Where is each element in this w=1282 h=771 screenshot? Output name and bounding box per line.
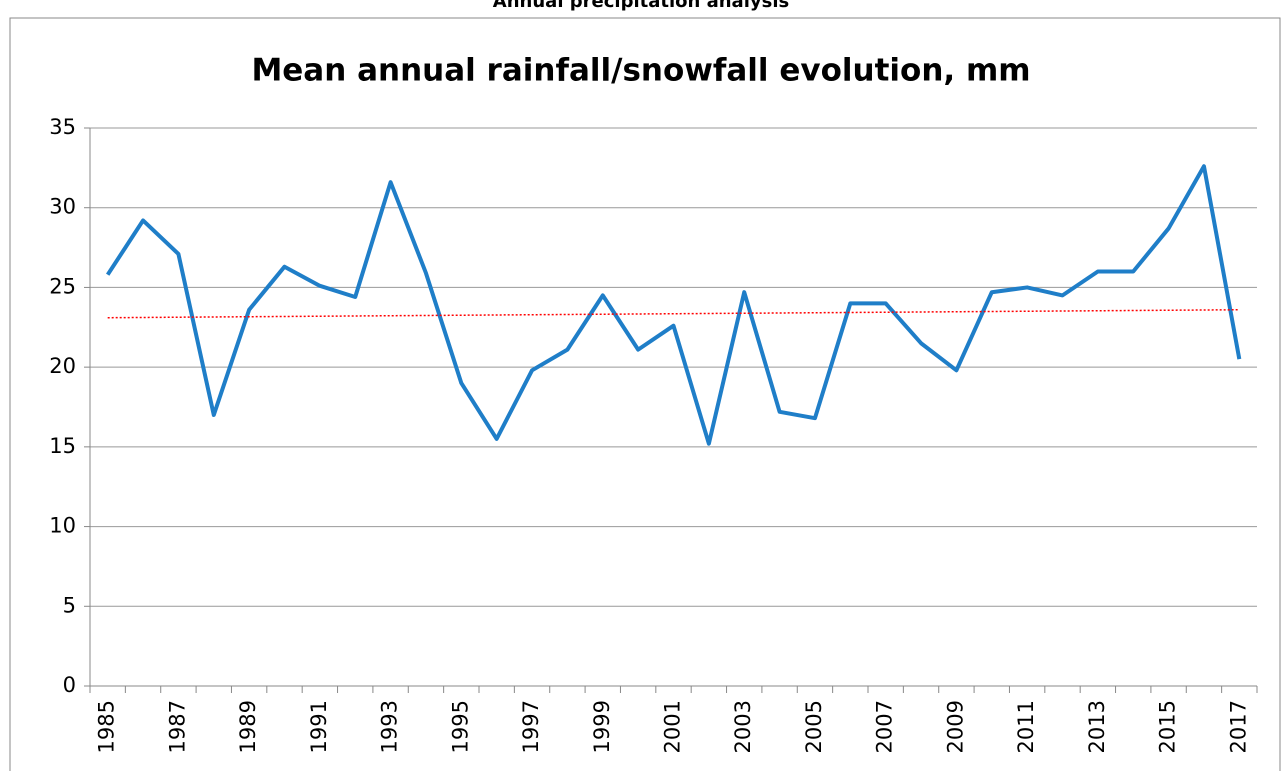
x-tick-label: 1995 xyxy=(448,700,472,753)
x-tick-label: 2011 xyxy=(1014,700,1038,753)
x-tick-label: 1999 xyxy=(590,700,614,753)
y-tick-label: 20 xyxy=(49,354,76,378)
chart-frame xyxy=(9,17,1281,771)
x-tick-label: 2013 xyxy=(1085,700,1109,753)
y-tick-label: 15 xyxy=(49,434,76,458)
y-tick-label: 10 xyxy=(49,514,76,538)
y-tick-label: 5 xyxy=(63,593,76,617)
x-tick-label: 2003 xyxy=(731,700,755,753)
x-tick-label: 1993 xyxy=(378,700,402,753)
y-tick-label: 35 xyxy=(49,115,76,139)
x-tick-label: 1987 xyxy=(165,700,189,753)
page-title: Annual precipitation analysis xyxy=(493,0,789,12)
x-tick-label: 1991 xyxy=(307,700,331,753)
data-line xyxy=(106,164,1242,446)
y-tick-label: 25 xyxy=(49,274,76,298)
x-tick-label: 2007 xyxy=(873,700,897,753)
x-tick-label: 1989 xyxy=(236,700,260,753)
x-tick-label: 2009 xyxy=(943,700,967,753)
x-tick-label: 1985 xyxy=(95,700,119,753)
x-tick-label: 2005 xyxy=(802,700,826,753)
x-tick-label: 2017 xyxy=(1226,700,1250,753)
y-tick-label: 0 xyxy=(63,673,76,697)
y-tick-label: 30 xyxy=(49,195,76,219)
x-tick-label: 2015 xyxy=(1156,700,1180,753)
x-tick-label: 2001 xyxy=(661,700,685,753)
x-tick-label: 1997 xyxy=(519,700,543,753)
trend-line xyxy=(107,308,1240,319)
chart-title: Mean annual rainfall/snowfall evolution,… xyxy=(251,53,1030,89)
